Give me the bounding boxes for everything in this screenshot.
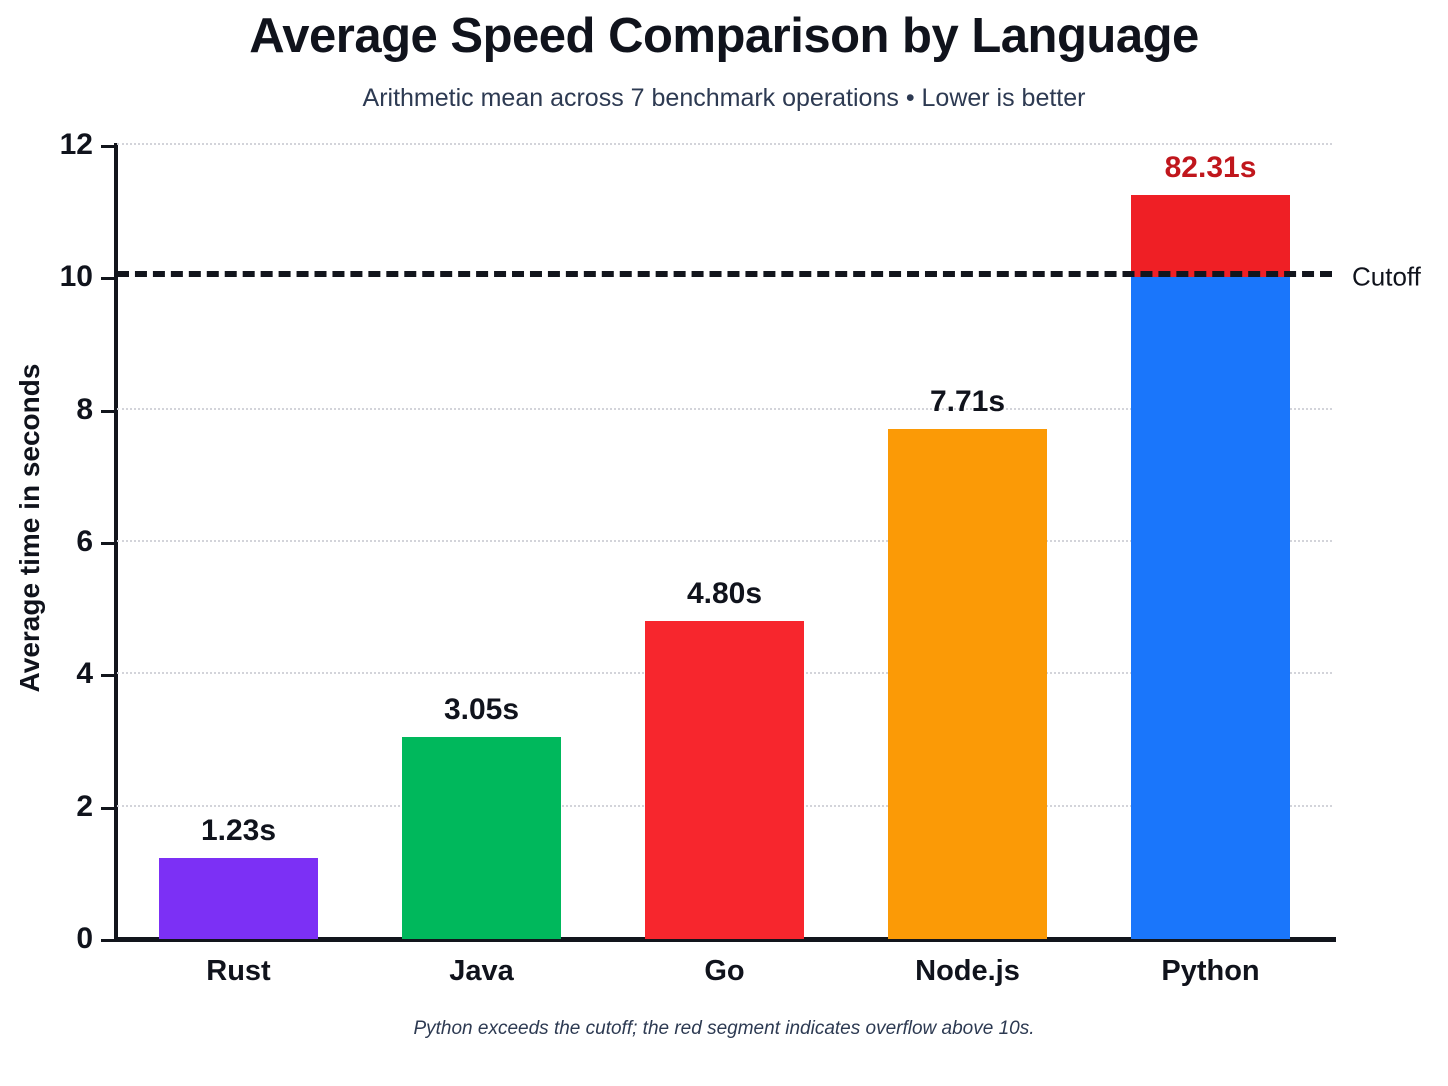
y-axis-line (114, 143, 118, 941)
y-tick-label: 4 (76, 657, 93, 691)
gridline (117, 407, 1332, 410)
bar-segment-main (402, 737, 561, 939)
bar-segment-main (1131, 277, 1290, 939)
plot-area: 1.23s 3.05s 4.80s 7.71s 82.31s (117, 143, 1332, 939)
y-tick-mark (101, 674, 116, 678)
y-tick-label: 2 (76, 789, 93, 823)
bar-value-label: 82.31s (1164, 150, 1257, 184)
bar-python[interactable]: 82.31s (1131, 151, 1290, 939)
bar-segment-main (645, 621, 804, 939)
gridline (117, 540, 1332, 542)
x-tick-label-python: Python (1161, 955, 1260, 987)
y-tick-mark (101, 806, 116, 810)
chart-subtitle: Arithmetic mean across 7 benchmark opera… (362, 84, 1086, 112)
chart-caption: Python exceeds the cutoff; the red segme… (413, 1018, 1035, 1039)
x-tick-label-java: Java (449, 955, 514, 987)
y-tick-label: 0 (76, 922, 93, 955)
x-tick-label-rust: Rust (206, 955, 271, 987)
y-tick-label: 6 (76, 525, 93, 558)
bar-go[interactable]: 4.80s (645, 577, 804, 939)
bar-segment-main (159, 857, 318, 939)
cutoff-line (117, 271, 1332, 278)
y-tick-mark (101, 939, 116, 942)
y-tick-mark (101, 409, 116, 413)
bar-value-label: 4.80s (686, 577, 763, 611)
y-tick-mark (101, 277, 116, 281)
bar-node-js[interactable]: 7.71s (888, 385, 1047, 939)
x-tick-label-go: Go (704, 955, 745, 987)
y-tick-label: 12 (59, 128, 93, 161)
cutoff-label: Cutoff (1352, 261, 1421, 292)
x-axis-line (114, 937, 1336, 942)
y-tick-label: 10 (59, 260, 93, 294)
bar-rust[interactable]: 1.23s (159, 814, 318, 939)
bar-segment-overflow (1131, 194, 1290, 278)
bar-value-label: 3.05s (443, 693, 520, 727)
y-tick-mark (101, 542, 116, 545)
y-tick-mark (101, 145, 116, 148)
bar-java[interactable]: 3.05s (402, 693, 561, 939)
bar-segment-main (888, 428, 1047, 939)
x-tick-label-node-js: Node.js (915, 955, 1020, 987)
bar-value-label: 1.23s (200, 813, 277, 847)
bar-value-label: 7.71s (929, 384, 1006, 418)
chart-title: Average Speed Comparison by Language (249, 9, 1199, 63)
y-tick-label: 8 (76, 392, 93, 426)
gridline (117, 143, 1332, 145)
